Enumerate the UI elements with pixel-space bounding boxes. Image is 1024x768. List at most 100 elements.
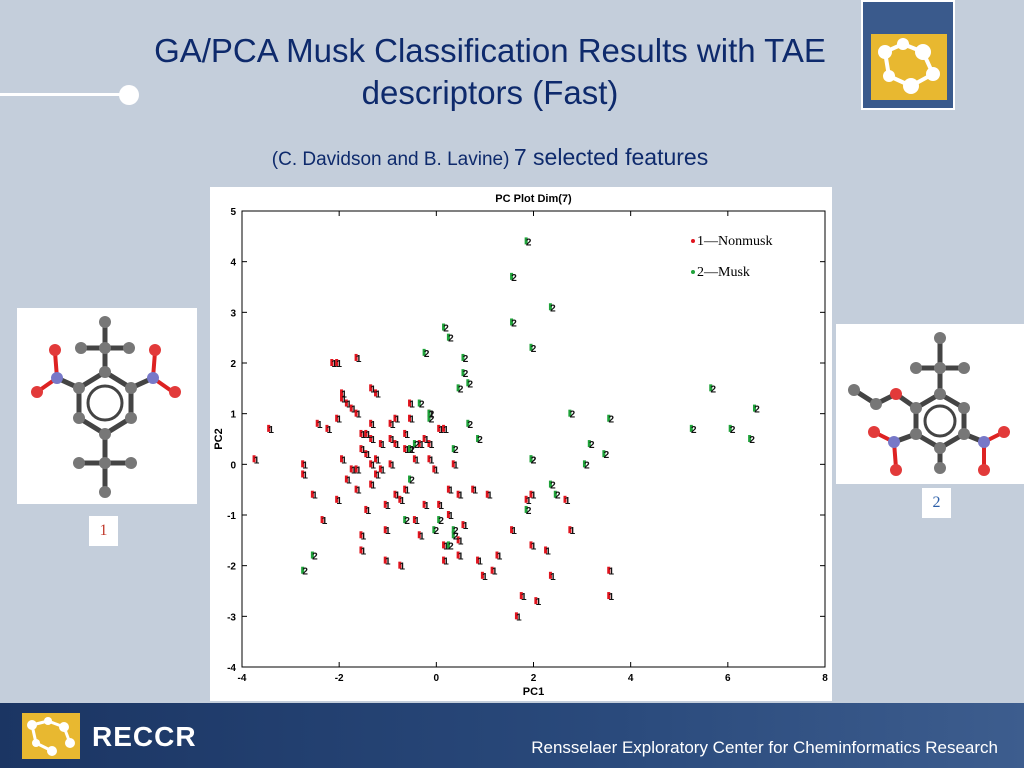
nonmusk-point-shadow [495, 551, 499, 559]
musk-point: 2 [754, 405, 760, 416]
musk-point-shadow [451, 531, 455, 539]
nonmusk-point-shadow [393, 440, 397, 448]
musk-point-shadow [548, 303, 552, 311]
nonmusk-point-shadow [427, 455, 431, 463]
musk-point-shadow [451, 526, 455, 534]
x-tick-label: 6 [725, 673, 731, 684]
musk-point-shadow [529, 343, 533, 351]
nonmusk-point-shadow [252, 455, 256, 463]
musk-point: 2 [453, 531, 459, 542]
musk-point-shadow [442, 323, 446, 331]
nonmusk-point: 1 [608, 592, 614, 603]
nonmusk-point-shadow [364, 505, 368, 513]
decorative-dot [119, 85, 139, 105]
nonmusk-point-shadow [451, 460, 455, 468]
nonmusk-point: 1 [443, 557, 449, 568]
nonmusk-point: 1 [366, 430, 372, 441]
nonmusk-point: 1 [336, 496, 342, 507]
molecule-image-2 [836, 324, 1024, 484]
musk-point: 2 [458, 384, 464, 395]
nonmusk-point: 1 [521, 592, 527, 603]
nonmusk-point-shadow [607, 592, 611, 600]
musk-point: 2 [550, 481, 556, 492]
y-tick-label: -4 [227, 663, 236, 674]
musk-point-shadow [412, 440, 416, 448]
musk-point-shadow [466, 419, 470, 427]
nonmusk-point: 1 [395, 440, 401, 451]
subtitle: (C. Davidson and B. Lavine) 7 selected f… [140, 144, 840, 171]
nonmusk-point-shadow [335, 414, 339, 422]
nonmusk-point-shadow [388, 460, 392, 468]
molecule-logo-icon [871, 34, 947, 100]
musk-point: 2 [511, 318, 517, 329]
nonmusk-point-shadow [485, 490, 489, 498]
musk-point-shadow [403, 516, 407, 524]
nonmusk-point: 1 [366, 450, 372, 461]
nonmusk-point-shadow [514, 612, 518, 620]
musk-point: 2 [448, 334, 454, 345]
musk-point-shadow [524, 505, 528, 513]
nonmusk-point-shadow [267, 424, 271, 432]
nonmusk-point: 1 [458, 552, 464, 563]
nonmusk-point-shadow [369, 384, 373, 392]
musk-point-shadow [446, 333, 450, 341]
nonmusk-point: 1 [370, 460, 376, 471]
nonmusk-point: 1 [448, 511, 454, 522]
nonmusk-point: 1 [409, 400, 415, 411]
nonmusk-point: 1 [361, 531, 367, 542]
nonmusk-point: 1 [429, 440, 435, 451]
nonmusk-point-shadow [310, 490, 314, 498]
musk-point-shadow [461, 369, 465, 377]
nonmusk-point: 1 [443, 425, 449, 436]
nonmusk-point-shadow [354, 409, 358, 417]
nonmusk-point-shadow [320, 516, 324, 524]
nonmusk-point: 1 [404, 486, 410, 497]
nonmusk-point-shadow [383, 500, 387, 508]
nonmusk-point: 1 [370, 481, 376, 492]
nonmusk-point: 1 [477, 557, 483, 568]
musk-point: 2 [604, 450, 610, 461]
musk-point-shadow [310, 551, 314, 559]
nonmusk-point-shadow [408, 399, 412, 407]
musk-point: 2 [463, 369, 469, 380]
nonmusk-point: 1 [424, 435, 430, 446]
musk-point: 2 [555, 491, 561, 502]
musk-point: 2 [453, 526, 459, 537]
nonmusk-point-shadow [354, 485, 358, 493]
musk-point-shadow [408, 475, 412, 483]
nonmusk-point: 1 [570, 526, 576, 537]
nonmusk-point-shadow [359, 445, 363, 453]
musk-point: 2 [589, 440, 595, 451]
musk-point-shadow [456, 384, 460, 392]
nonmusk-point-shadow [378, 465, 382, 473]
nonmusk-point-shadow [490, 566, 494, 574]
nonmusk-point-shadow [369, 435, 373, 442]
nonmusk-point: 1 [463, 521, 469, 532]
musk-point: 2 [438, 516, 444, 527]
nonmusk-point-shadow [349, 404, 353, 412]
nonmusk-point: 1 [385, 526, 391, 537]
nonmusk-point: 1 [332, 359, 338, 370]
nonmusk-point: 1 [312, 491, 318, 502]
musk-point-shadow [602, 450, 606, 458]
nonmusk-point: 1 [336, 359, 342, 370]
footer-bar: RECCR Rensselaer Exploratory Center for … [0, 703, 1024, 768]
nonmusk-point: 1 [380, 440, 386, 451]
nonmusk-point-shadow [403, 485, 407, 493]
authors-text: (C. Davidson and B. Lavine) [271, 149, 510, 170]
musk-point: 2 [468, 420, 474, 431]
musk-point: 2 [608, 415, 614, 426]
nonmusk-point-shadow [568, 526, 572, 534]
nonmusk-point: 1 [346, 476, 352, 487]
y-axis-label: PC2 [213, 428, 225, 449]
nonmusk-point: 1 [317, 420, 323, 431]
nonmusk-point: 1 [516, 612, 522, 623]
nonmusk-point: 1 [336, 415, 342, 426]
musk-point: 2 [526, 506, 532, 517]
musk-point: 2 [434, 526, 440, 537]
musk-point-shadow [548, 480, 552, 488]
y-tick-label: -2 [227, 562, 236, 573]
nonmusk-point: 1 [390, 435, 396, 446]
x-tick-label: 0 [434, 673, 440, 684]
nonmusk-point: 1 [395, 415, 401, 426]
